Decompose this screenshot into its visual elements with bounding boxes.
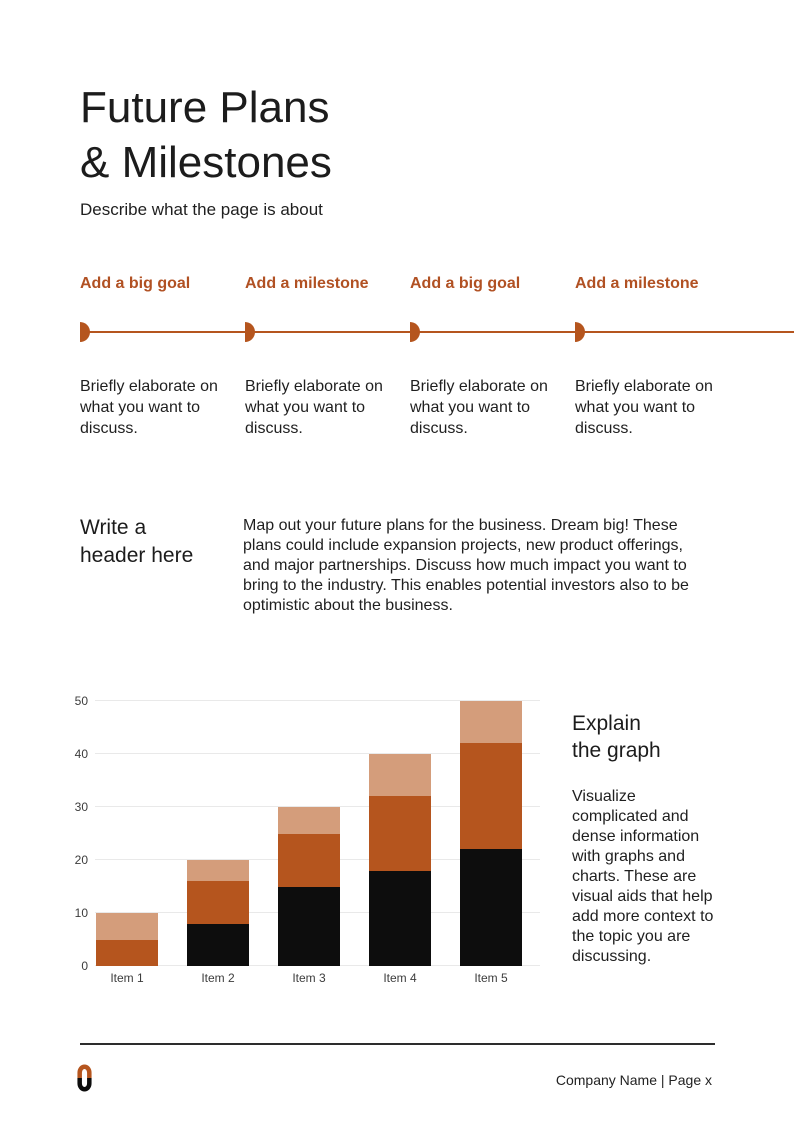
- section-heading: Write a header here: [80, 514, 193, 570]
- bar-segment-series-3-tan: [96, 913, 158, 940]
- graph-heading: Explain the graph: [572, 710, 661, 764]
- bar-item-1: [96, 913, 158, 966]
- bar-item-5: [460, 701, 522, 966]
- bar-segment-series-1-black: [460, 849, 522, 966]
- timeline-label-4: Add a milestone: [575, 275, 699, 292]
- graph-body: Visualize complicated and dense informat…: [572, 788, 714, 965]
- timeline-description-3: Briefly elaborate on what you want to di…: [410, 378, 548, 437]
- timeline-description-1: Briefly elaborate on what you want to di…: [80, 378, 218, 437]
- bar-segment-series-1-black: [369, 870, 431, 966]
- section-body: Map out your future plans for the busine…: [243, 517, 689, 614]
- page-title: Future Plans & Milestones: [80, 80, 332, 190]
- chart-x-axis: Item 1 Item 2 Item 3 Item 4 Item 5: [95, 966, 540, 988]
- footer-divider: [80, 1043, 715, 1045]
- bar-segment-series-2-orange: [369, 796, 431, 871]
- timeline-label-3: Add a big goal: [410, 275, 521, 292]
- graph-heading-line-1: Explain: [572, 712, 641, 735]
- y-tick-label: 20: [74, 853, 88, 867]
- timeline-labels: Add a big goal Add a milestone Add a big…: [80, 275, 725, 293]
- y-tick-label: 40: [74, 747, 88, 761]
- bar-segment-series-3-tan: [369, 754, 431, 797]
- bar-segment-series-3-tan: [187, 860, 249, 882]
- footer-text: Company Name | Page x: [555, 1072, 712, 1088]
- timeline-marker-4: [575, 322, 585, 342]
- bar-segment-series-3-tan: [278, 807, 340, 834]
- gridline: [95, 806, 540, 807]
- logo-bottom-arc: [77, 1078, 92, 1092]
- company-logo chain-link-icon: [77, 1064, 92, 1092]
- bar-item-4: [369, 754, 431, 966]
- x-tick-label: Item 4: [383, 971, 417, 985]
- bar-segment-series-2-orange: [278, 833, 340, 887]
- bar-segment-series-2-orange: [96, 939, 158, 966]
- section-heading-line-2: header here: [80, 544, 194, 567]
- timeline-marker-3: [410, 322, 420, 342]
- chart-y-axis: 0 10 20 30 40 50: [54, 694, 88, 973]
- x-tick-label: Item 1: [110, 971, 144, 985]
- gridline: [95, 700, 540, 701]
- graph-heading-line-2: the graph: [572, 739, 661, 762]
- timeline-descriptions: Briefly elaborate on what you want to di…: [80, 376, 725, 439]
- chart-plot: [95, 700, 540, 966]
- y-tick-label: 30: [74, 800, 88, 814]
- timeline-marker-1: [80, 322, 90, 342]
- gridline: [95, 753, 540, 754]
- x-tick-label: Item 2: [201, 971, 235, 985]
- page-title-line-2: & Milestones: [80, 138, 332, 187]
- page-subtitle: Describe what the page is about: [80, 200, 323, 219]
- y-tick-label: 50: [74, 694, 88, 708]
- section-heading-line-1: Write a: [80, 516, 147, 539]
- bar-segment-series-2-orange: [460, 743, 522, 850]
- timeline-label-1: Add a big goal: [80, 275, 191, 292]
- bar-segment-series-1-black: [187, 923, 249, 966]
- x-tick-label: Item 3: [292, 971, 326, 985]
- y-tick-label: 0: [81, 959, 88, 973]
- logo-top-arc: [77, 1064, 92, 1078]
- timeline-marker-2: [245, 322, 255, 342]
- timeline-description-4: Briefly elaborate on what you want to di…: [575, 378, 713, 437]
- timeline-label-2: Add a milestone: [245, 275, 369, 292]
- stacked-bar-chart: 0 10 20 30 40 50 Item 1 Item 2 Item 3 Item 4 Item…: [54, 694, 540, 991]
- timeline-line: [80, 331, 794, 333]
- y-tick-label: 10: [74, 906, 88, 920]
- bar-item-3: [278, 807, 340, 966]
- page-title-line-1: Future Plans: [80, 83, 330, 132]
- bar-item-2: [187, 860, 249, 966]
- timeline-description-2: Briefly elaborate on what you want to di…: [245, 378, 383, 437]
- bar-segment-series-2-orange: [187, 881, 249, 924]
- x-tick-label: Item 5: [474, 971, 508, 985]
- bar-segment-series-3-tan: [460, 701, 522, 744]
- bar-segment-series-1-black: [278, 886, 340, 966]
